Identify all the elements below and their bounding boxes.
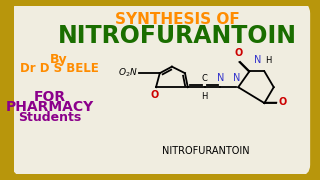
Text: O: O [151, 90, 159, 100]
Text: H: H [201, 92, 208, 101]
Text: N: N [217, 73, 224, 82]
Text: Dr D S BELE: Dr D S BELE [20, 62, 98, 75]
Text: NITROFURANTOIN: NITROFURANTOIN [58, 24, 297, 48]
Text: O: O [234, 48, 242, 58]
Text: C: C [202, 73, 208, 82]
Text: FOR: FOR [34, 90, 66, 104]
Text: O: O [278, 97, 287, 107]
Text: Students: Students [18, 111, 81, 125]
Text: N: N [254, 55, 261, 65]
Text: SYNTHESIS OF: SYNTHESIS OF [115, 12, 240, 28]
Text: N: N [233, 73, 240, 82]
Text: $O_2N$: $O_2N$ [117, 66, 137, 78]
Text: PHARMACY: PHARMACY [5, 100, 94, 114]
Text: NITROFURANTOIN: NITROFURANTOIN [162, 146, 249, 156]
Text: By: By [50, 53, 68, 66]
FancyBboxPatch shape [12, 2, 310, 176]
Text: H: H [265, 56, 272, 65]
